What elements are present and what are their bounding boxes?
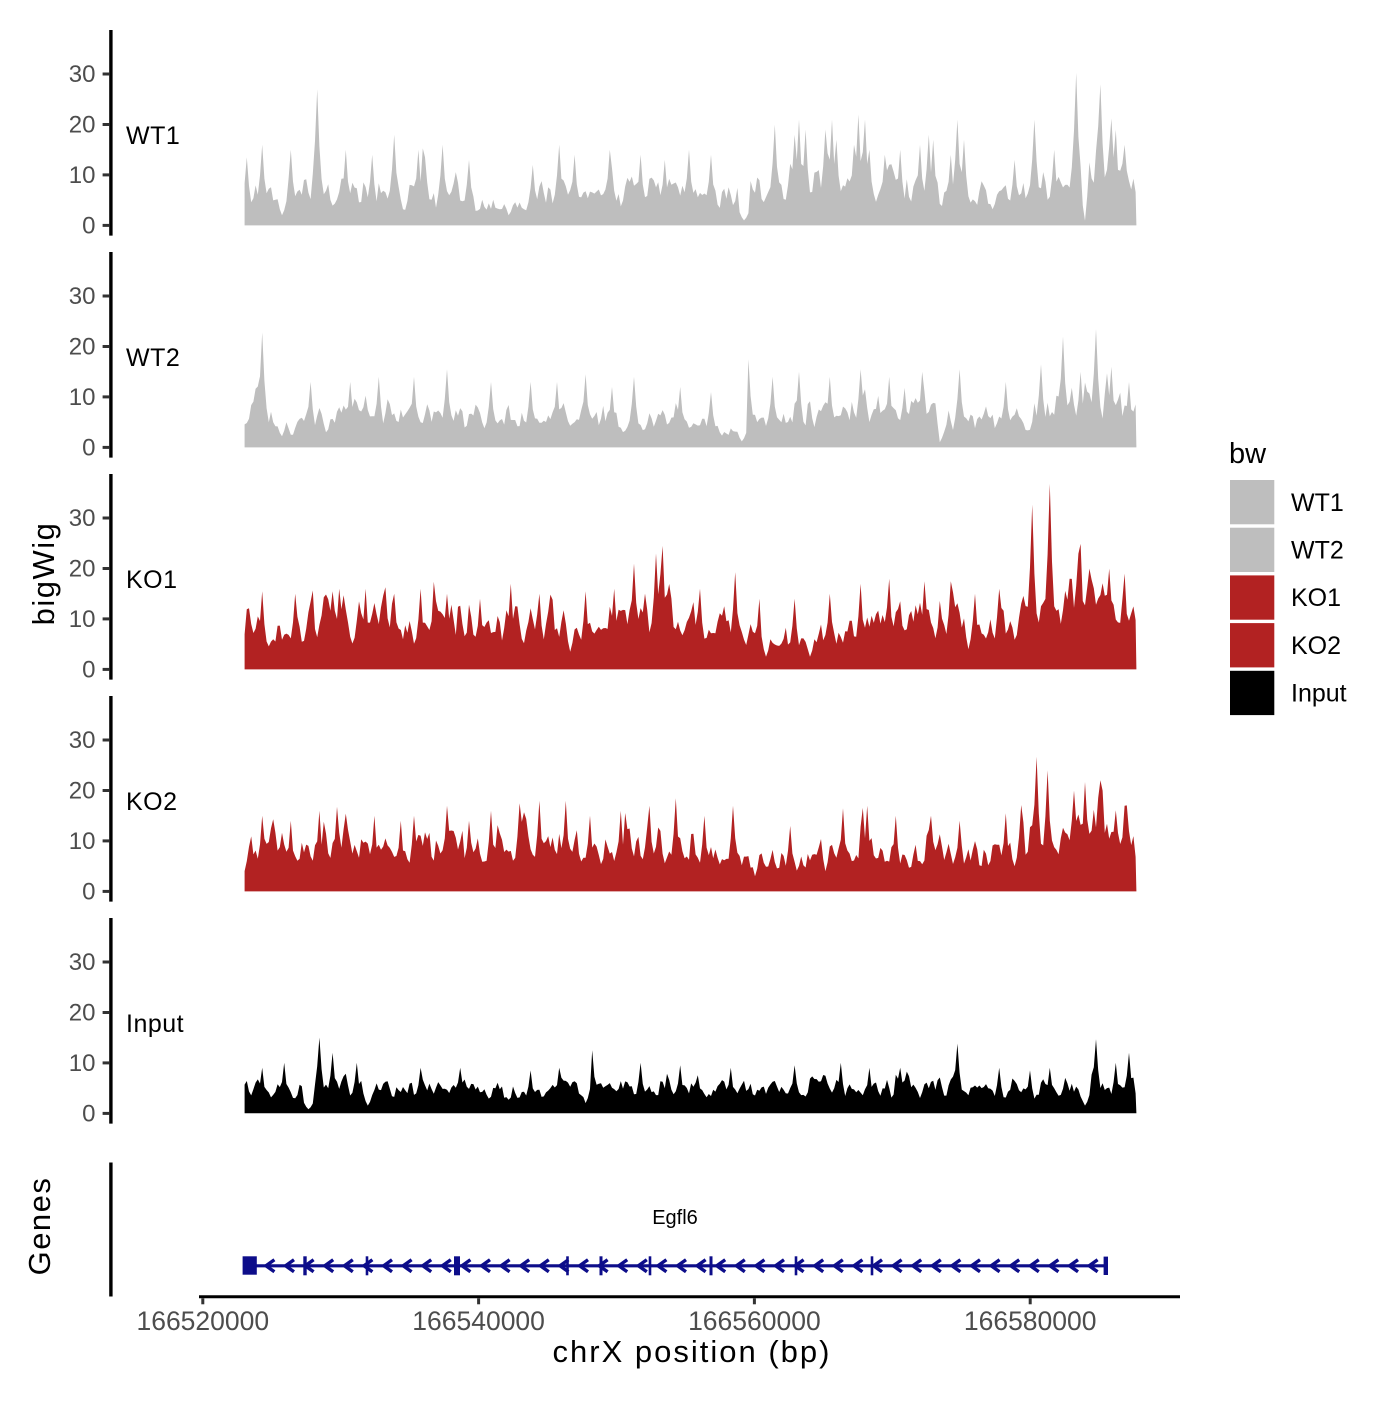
svg-text:KO1: KO1 [1291, 584, 1341, 612]
svg-text:0: 0 [82, 879, 95, 906]
svg-text:10: 10 [69, 384, 96, 411]
svg-text:KO1: KO1 [126, 566, 178, 594]
svg-text:10: 10 [69, 1050, 96, 1077]
svg-text:30: 30 [69, 283, 96, 310]
svg-text:20: 20 [69, 778, 96, 805]
svg-text:Input: Input [1291, 680, 1347, 708]
svg-text:Genes: Genes [22, 1177, 57, 1276]
svg-text:chrX position (bp): chrX position (bp) [553, 1334, 832, 1369]
svg-text:166560000: 166560000 [688, 1306, 821, 1336]
svg-text:KO2: KO2 [1291, 632, 1341, 660]
svg-text:0: 0 [82, 657, 95, 684]
svg-text:10: 10 [69, 606, 96, 633]
svg-text:0: 0 [82, 435, 95, 462]
svg-text:Egfl6: Egfl6 [652, 1207, 698, 1229]
svg-text:166540000: 166540000 [412, 1306, 545, 1336]
svg-text:WT1: WT1 [1291, 489, 1344, 517]
svg-text:bw: bw [1229, 438, 1267, 470]
svg-text:20: 20 [69, 334, 96, 361]
svg-text:30: 30 [69, 61, 96, 88]
svg-text:KO2: KO2 [126, 788, 178, 816]
svg-text:WT2: WT2 [1291, 537, 1344, 565]
svg-text:bigWig: bigWig [26, 522, 61, 626]
svg-text:30: 30 [69, 727, 96, 754]
svg-text:WT2: WT2 [126, 344, 180, 372]
svg-text:WT1: WT1 [126, 122, 180, 150]
svg-text:166520000: 166520000 [136, 1306, 269, 1336]
svg-text:Input: Input [126, 1010, 184, 1038]
svg-text:0: 0 [82, 1101, 95, 1128]
svg-text:166580000: 166580000 [964, 1306, 1097, 1336]
svg-text:10: 10 [69, 828, 96, 855]
svg-text:20: 20 [69, 112, 96, 139]
svg-text:0: 0 [82, 213, 95, 240]
svg-text:20: 20 [69, 1000, 96, 1027]
svg-text:30: 30 [69, 505, 96, 532]
svg-text:10: 10 [69, 162, 96, 189]
svg-text:20: 20 [69, 556, 96, 583]
svg-text:30: 30 [69, 949, 96, 976]
